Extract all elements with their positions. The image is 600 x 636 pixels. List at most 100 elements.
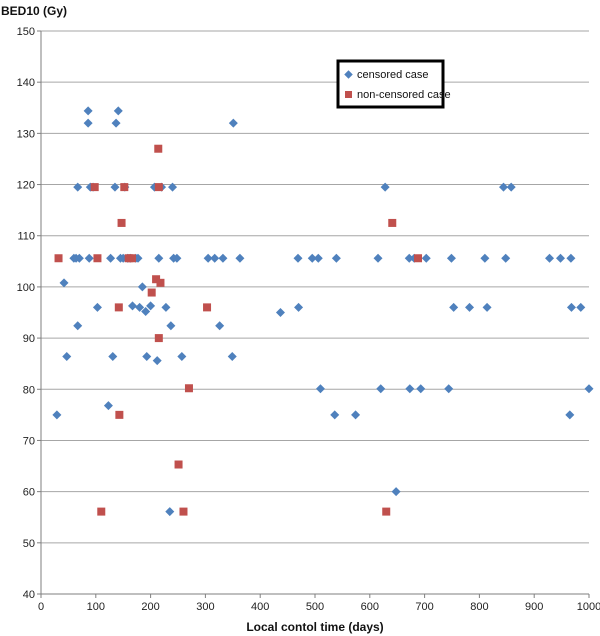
legend-label-censored: censored case — [357, 69, 429, 81]
non-censored-point-13 — [154, 183, 163, 192]
non-censored-point-7 — [120, 183, 129, 192]
censored-point-72 — [465, 302, 475, 312]
censored-point-58 — [331, 253, 341, 263]
censored-point-48 — [227, 352, 237, 362]
legend-marker-non-censored — [345, 91, 352, 98]
non-censored-point-14 — [154, 334, 163, 343]
legend-label-non-censored: non-censored case — [357, 89, 451, 101]
censored-point-70 — [446, 253, 456, 263]
x-tick-label-800: 800 — [470, 601, 488, 613]
censored-point-38 — [165, 507, 175, 517]
gridlines — [41, 30, 589, 544]
non-censored-point-3 — [97, 507, 106, 516]
non-censored-point-12 — [154, 144, 163, 153]
censored-point-69 — [444, 384, 454, 394]
non-censored-point-11 — [152, 275, 161, 284]
x-tick-label-400: 400 — [251, 601, 269, 613]
censored-point-68 — [421, 253, 431, 263]
censored-point-18 — [111, 118, 121, 128]
x-tick-label-700: 700 — [415, 601, 433, 613]
x-tick-label-600: 600 — [361, 601, 379, 613]
y-tick-label-90: 90 — [23, 333, 35, 345]
censored-point-34 — [152, 356, 162, 366]
y-tick-label-140: 140 — [17, 77, 35, 89]
censored-point-5 — [73, 321, 83, 331]
censored-point-82 — [566, 302, 576, 312]
data-points — [52, 106, 594, 517]
censored-point-76 — [501, 253, 511, 263]
x-tick-label-0: 0 — [38, 601, 44, 613]
x-axis-title: Local contol time (days) — [246, 620, 383, 634]
censored-point-60 — [373, 253, 383, 263]
censored-point-10 — [84, 253, 94, 263]
series-censored — [52, 106, 594, 517]
non-censored-point-2 — [93, 254, 102, 263]
series-non-censored — [54, 144, 423, 516]
censored-point-55 — [313, 253, 323, 263]
censored-point-2 — [62, 352, 72, 362]
non-censored-point-17 — [179, 507, 188, 516]
censored-point-6 — [73, 182, 83, 192]
censored-point-30 — [141, 306, 151, 316]
censored-point-7 — [74, 253, 84, 263]
y-tick-label-60: 60 — [23, 487, 35, 499]
censored-point-37 — [161, 302, 171, 312]
non-censored-point-0 — [54, 254, 63, 263]
censored-point-0 — [52, 410, 62, 420]
non-censored-point-20 — [382, 507, 391, 516]
censored-point-39 — [166, 321, 176, 331]
censored-point-65 — [405, 384, 415, 394]
censored-point-63 — [391, 487, 401, 497]
censored-point-71 — [449, 302, 459, 312]
x-tick-labels: 0 100 200 300 400 500 600 700 800 900 1000 — [38, 594, 600, 613]
x-tick-label-300: 300 — [196, 601, 214, 613]
x-tick-label-1000: 1000 — [577, 601, 600, 613]
non-censored-point-1 — [90, 183, 99, 192]
legend: censored case non-censored case — [336, 59, 451, 109]
y-tick-label-50: 50 — [23, 538, 35, 550]
censored-point-45 — [210, 253, 220, 263]
non-censored-point-18 — [184, 384, 193, 393]
x-tick-label-500: 500 — [306, 601, 324, 613]
censored-point-52 — [293, 253, 303, 263]
censored-point-80 — [565, 410, 575, 420]
censored-point-16 — [108, 352, 118, 362]
censored-point-43 — [177, 352, 187, 362]
censored-point-44 — [203, 253, 213, 263]
non-censored-point-10 — [147, 288, 156, 297]
censored-point-64 — [404, 253, 414, 263]
axes — [40, 31, 589, 595]
censored-point-59 — [351, 410, 361, 420]
censored-point-40 — [168, 182, 178, 192]
censored-point-49 — [228, 118, 238, 128]
y-tick-label-120: 120 — [17, 180, 35, 192]
x-tick-label-900: 900 — [525, 601, 543, 613]
non-censored-point-5 — [115, 410, 124, 419]
censored-point-46 — [215, 321, 225, 331]
censored-point-47 — [218, 253, 228, 263]
censored-point-56 — [315, 384, 325, 394]
censored-point-77 — [506, 182, 516, 192]
censored-point-1 — [59, 278, 69, 288]
censored-point-54 — [307, 253, 317, 263]
censored-point-28 — [135, 302, 145, 312]
y-axis-title: BED10 (Gy) — [1, 4, 67, 18]
censored-point-19 — [113, 106, 123, 116]
censored-point-78 — [545, 253, 555, 263]
y-tick-label-100: 100 — [17, 282, 35, 294]
censored-point-51 — [275, 308, 285, 317]
censored-point-15 — [106, 253, 116, 263]
non-censored-point-6 — [117, 218, 126, 227]
y-tick-label-130: 130 — [17, 128, 35, 140]
censored-point-83 — [576, 302, 586, 312]
legend-marker-censored — [344, 70, 353, 79]
non-censored-point-16 — [174, 460, 183, 469]
censored-point-50 — [235, 253, 245, 263]
censored-point-14 — [103, 401, 113, 411]
non-censored-point-9 — [127, 254, 136, 263]
legend-box — [336, 59, 445, 109]
non-censored-point-19 — [203, 303, 212, 312]
censored-point-8 — [83, 106, 93, 116]
non-censored-point-4 — [114, 303, 123, 312]
